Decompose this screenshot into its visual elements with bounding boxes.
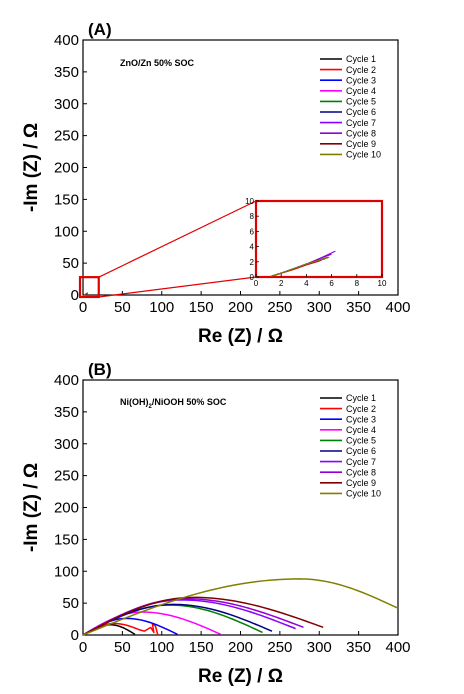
x-tick-label: 50 [114, 299, 131, 316]
legend-entry-7: Cycle 7 [346, 118, 376, 128]
legend-entry-5: Cycle 5 [346, 97, 376, 107]
series-line-b-9 [82, 596, 324, 636]
x-tick-label: 150 [189, 639, 214, 656]
y-axis-label: -Im (Z) / Ω [21, 463, 42, 552]
legend-entry-4: Cycle 4 [346, 86, 376, 96]
x-tick-label: 100 [149, 639, 174, 656]
y-tick-label: 400 [54, 32, 79, 49]
x-tick-label: 250 [267, 299, 292, 316]
legend-entry-10: Cycle 10 [346, 489, 381, 499]
panel-b: 0 50 100 150 200 250 300 350 400 0 50 100 150 200 250 3… [21, 360, 411, 687]
zoom-connector-bottom [98, 276, 257, 298]
panel-b-annotation: Ni(OH)2/NiOOH 50% SOC [120, 397, 227, 410]
x-tick-label: 0 [79, 639, 87, 656]
y-tick-label: 250 [54, 468, 79, 485]
y-tick-label: 200 [54, 160, 79, 177]
inset-y-tick-label: 10 [245, 197, 254, 206]
x-tick-label: 300 [307, 639, 332, 656]
y-tick-label: 100 [54, 563, 79, 580]
inset-x-tick-label: 8 [355, 279, 360, 288]
y-axis-label: -Im (Z) / Ω [21, 123, 42, 212]
y-tick-label: 350 [54, 404, 79, 421]
y-tick-label: 200 [54, 500, 79, 517]
x-axis-label: Re (Z) / Ω [198, 666, 283, 687]
legend-entry-2: Cycle 2 [346, 404, 376, 414]
inset-y-tick-label: 8 [250, 212, 255, 221]
legend-entry-9: Cycle 9 [346, 139, 376, 149]
y-tick-label: 0 [71, 627, 79, 644]
legend-entry-4: Cycle 4 [346, 425, 376, 435]
series-line-a-10 [83, 292, 88, 296]
legend-entry-10: Cycle 10 [346, 150, 381, 160]
x-axis-label: Re (Z) / Ω [198, 326, 283, 347]
x-tick-label: 350 [346, 639, 371, 656]
y-tick-label: 250 [54, 128, 79, 145]
x-tick-label: 200 [228, 299, 253, 316]
panel-label: (B) [88, 360, 112, 379]
inset-x-tick-label: 6 [329, 279, 334, 288]
y-tick-label: 150 [54, 191, 79, 208]
legend-entry-5: Cycle 5 [346, 436, 376, 446]
legend-entry-1: Cycle 1 [346, 54, 376, 64]
legend-entry-8: Cycle 8 [346, 467, 376, 477]
x-tick-label: 400 [385, 299, 410, 316]
x-tick-label: 150 [189, 299, 214, 316]
x-tick-label: 100 [149, 299, 174, 316]
series-line-b-10 [82, 578, 399, 636]
panel-label: (A) [88, 20, 112, 39]
x-tick-label: 50 [114, 639, 131, 656]
y-tick-label: 50 [62, 255, 79, 272]
x-tick-label: 250 [267, 639, 292, 656]
y-tick-label: 350 [54, 64, 79, 81]
y-tick-label: 50 [62, 595, 79, 612]
legend-entry-2: Cycle 2 [346, 65, 376, 75]
x-tick-label: 300 [307, 299, 332, 316]
inset-frame [254, 199, 384, 279]
legend-entry-7: Cycle 7 [346, 457, 376, 467]
inset-x-tick-label: 2 [279, 279, 284, 288]
legend-entry-3: Cycle 3 [346, 75, 376, 85]
y-tick-label: 300 [54, 436, 79, 453]
inset-y-tick-label: 6 [250, 227, 255, 236]
y-tick-label: 100 [54, 223, 79, 240]
x-tick-label: 400 [385, 639, 410, 656]
legend-entry-8: Cycle 8 [346, 128, 376, 138]
y-tick-label: 300 [54, 96, 79, 113]
y-tick-label: 400 [54, 372, 79, 389]
legend-entry-3: Cycle 3 [346, 414, 376, 424]
inset-series-line-10 [270, 256, 330, 277]
legend-entry-6: Cycle 6 [346, 446, 376, 456]
zoom-box [78, 276, 100, 299]
inset-y-tick-label: 0 [250, 273, 255, 282]
inset-x-tick-label: 4 [304, 279, 309, 288]
y-tick-label: 0 [71, 287, 79, 304]
inset-y-tick-label: 2 [250, 258, 255, 267]
panel-a-annotation: ZnO/Zn 50% SOC [120, 58, 195, 68]
zoom-connector-top [98, 200, 257, 278]
legend-entry-6: Cycle 6 [346, 107, 376, 117]
legend-entry-1: Cycle 1 [346, 393, 376, 403]
inset-y-tick-label: 4 [250, 243, 255, 252]
inset-x-tick-label: 10 [378, 279, 387, 288]
legend-entry-9: Cycle 9 [346, 478, 376, 488]
panel-a: 0 50 100 150 200 250 300 350 4000501001502002503… [21, 20, 411, 347]
x-tick-label: 350 [346, 299, 371, 316]
x-tick-label: 0 [79, 299, 87, 316]
series-line-b-8 [82, 597, 304, 636]
x-tick-label: 200 [228, 639, 253, 656]
inset-x-tick-label: 0 [254, 279, 259, 288]
y-tick-label: 150 [54, 531, 79, 548]
